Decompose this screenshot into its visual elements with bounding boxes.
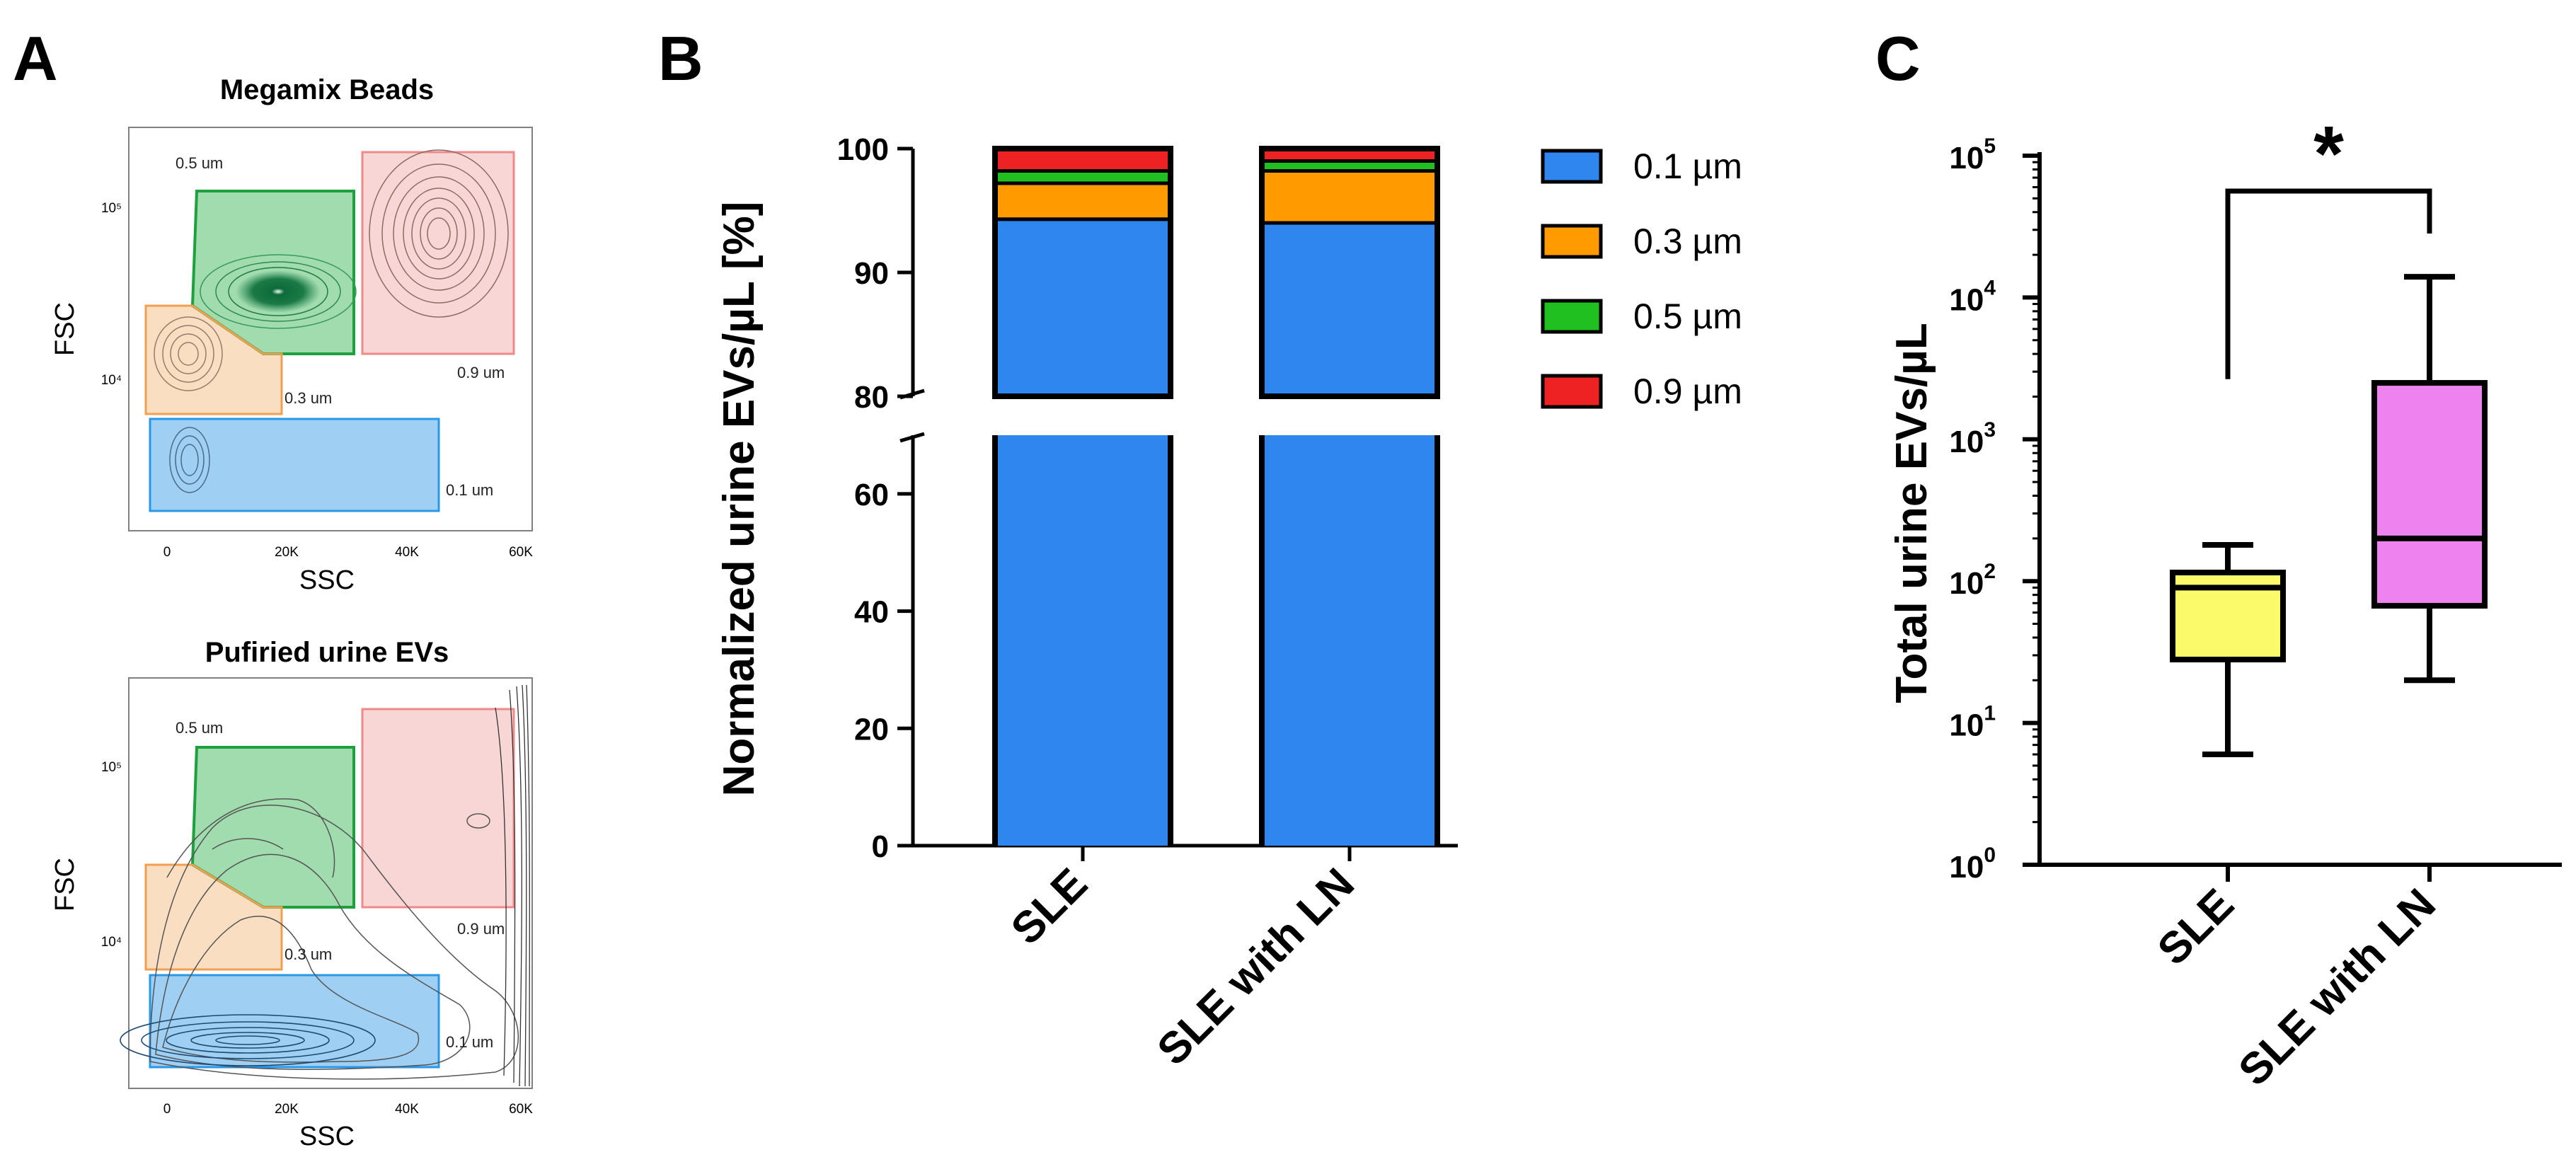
gate-label-0-5um: 0.5 um bbox=[176, 719, 223, 737]
x-tick-label: SLE bbox=[1002, 859, 1097, 954]
legend-label: 0.5 µm bbox=[1633, 297, 1742, 336]
x-tick: 40K bbox=[395, 1102, 419, 1117]
panel-b-label: B bbox=[658, 23, 703, 93]
x-tick: 20K bbox=[275, 545, 299, 560]
y-tick-label: 100 bbox=[1949, 844, 1996, 885]
gate-0-1um bbox=[149, 974, 440, 1069]
y-tick-label: 20 bbox=[854, 712, 889, 747]
bar-segment bbox=[993, 181, 1173, 221]
panel-c-label: C bbox=[1875, 23, 1921, 93]
legend-swatch bbox=[1541, 149, 1603, 184]
x-tick-label: SLE bbox=[2149, 880, 2243, 974]
y-axis-label: Total urine EVs/µL bbox=[1887, 323, 1936, 703]
bar-outline-lower bbox=[1259, 435, 1440, 846]
legend-swatch bbox=[1541, 299, 1603, 334]
legend-label: 0.3 µm bbox=[1633, 221, 1742, 261]
axis-break-mark bbox=[899, 389, 925, 400]
panel-a-label: A bbox=[13, 23, 58, 93]
x-axis: 0 20K 40K 60K SSC bbox=[163, 545, 534, 595]
gate-label-0-9um: 0.9 um bbox=[457, 364, 505, 381]
y-axis-label: FSC bbox=[50, 858, 80, 911]
y-tick-label: 0 bbox=[872, 829, 889, 864]
y-axis: 10⁵ 10⁴ FSC bbox=[50, 201, 122, 388]
y-tick: 10⁴ bbox=[101, 373, 122, 388]
x-tick: 0 bbox=[163, 545, 171, 560]
y-tick-label: 90 bbox=[854, 256, 889, 291]
plot-title: Megamix Beads bbox=[220, 74, 434, 105]
density-core-green bbox=[236, 270, 321, 313]
axis-break-mark bbox=[899, 432, 925, 443]
y-tick-label: 101 bbox=[1949, 702, 1996, 743]
gate-label-0-5um: 0.5 um bbox=[176, 154, 223, 172]
contours-ev bbox=[149, 798, 519, 1080]
contours-pink bbox=[369, 149, 509, 318]
box bbox=[2371, 380, 2488, 609]
y-axis-label: FSC bbox=[50, 302, 80, 356]
bar-segment bbox=[993, 146, 1173, 173]
y-tick-label: 103 bbox=[1949, 418, 1996, 459]
x-tick-label: SLE with LN bbox=[2229, 880, 2445, 1095]
gate-label-0-9um: 0.9 um bbox=[457, 920, 505, 938]
x-tick: 20K bbox=[275, 1102, 299, 1117]
y-tick: 10⁵ bbox=[101, 760, 122, 775]
y-axis-label: Normalized urine EVs/µL [%] bbox=[715, 202, 764, 797]
significance-star: * bbox=[2313, 110, 2344, 197]
panel-b: B 0 20 40 60 80 90 100 Normalized urine EVs/µL … bbox=[658, 23, 1742, 1075]
y-tick: 10⁵ bbox=[101, 201, 122, 216]
legend-swatch bbox=[1541, 374, 1603, 409]
gate-label-0-3um: 0.3 um bbox=[284, 945, 332, 963]
gate-0-1um bbox=[149, 418, 440, 512]
legend-label: 0.1 µm bbox=[1633, 146, 1742, 186]
contours-ev-core bbox=[120, 1014, 376, 1066]
bar-outline-upper bbox=[992, 146, 1173, 399]
contours-edge bbox=[495, 684, 530, 1087]
y-tick-label: 102 bbox=[1949, 560, 1996, 601]
x-tick: 40K bbox=[395, 545, 419, 560]
bar-segment bbox=[1260, 169, 1439, 225]
plot-title: Pufiried urine EVs bbox=[205, 637, 449, 668]
x-tick: 60K bbox=[509, 545, 533, 560]
y-axis: 10⁵ 10⁴ FSC bbox=[50, 760, 122, 950]
y-tick-label: 105 bbox=[1949, 134, 1996, 175]
axis-break-gap bbox=[920, 399, 1458, 432]
flow-plot-urine-evs: Pufiried urine EVs bbox=[50, 637, 533, 1151]
bar-outline-lower bbox=[992, 435, 1173, 846]
bar-segment bbox=[993, 169, 1173, 185]
legend-swatch bbox=[1541, 224, 1603, 259]
x-tick-label: SLE with LN bbox=[1148, 859, 1364, 1075]
gate-label-0-1um: 0.1 um bbox=[446, 481, 493, 499]
y-tick-label: 60 bbox=[854, 478, 889, 512]
bar-segment bbox=[995, 435, 1171, 846]
y-tick-label: 104 bbox=[1949, 276, 1996, 317]
panel-a: A Megamix Beads bbox=[13, 23, 533, 1151]
gate-0-3um bbox=[144, 863, 283, 971]
bar-segment bbox=[1262, 435, 1437, 846]
gate-label-0-1um: 0.1 um bbox=[446, 1033, 493, 1051]
gate-0-9um bbox=[361, 708, 515, 909]
contours-blue bbox=[169, 427, 210, 493]
bar-outline-upper bbox=[1259, 146, 1440, 399]
contours-orange bbox=[154, 316, 223, 391]
contours-green bbox=[200, 254, 357, 329]
bar-segment bbox=[993, 217, 1173, 398]
gate-label-0-3um: 0.3 um bbox=[284, 389, 332, 407]
x-axis-label: SSC bbox=[299, 565, 355, 595]
panel-c: C 100 101 102 103 104 105 Total urine EVs/µL SL… bbox=[1875, 23, 2562, 1095]
x-tick: 60K bbox=[509, 1102, 533, 1117]
y-tick-label: 100 bbox=[837, 132, 889, 167]
x-axis-label: SSC bbox=[299, 1122, 355, 1151]
bar-segment bbox=[1260, 221, 1439, 398]
significance-bracket bbox=[2225, 188, 2432, 379]
flow-plot-megamix: Megamix Beads bbox=[50, 74, 533, 595]
gate-0-5um bbox=[190, 746, 355, 909]
gate-0-9um bbox=[361, 151, 515, 355]
x-axis: 0 20K 40K 60K SSC bbox=[163, 1102, 534, 1151]
y-tick-label: 80 bbox=[854, 380, 889, 415]
legend-label: 0.9 µm bbox=[1633, 372, 1742, 411]
y-tick: 10⁴ bbox=[101, 935, 122, 950]
x-tick: 0 bbox=[163, 1102, 171, 1117]
y-tick-label: 40 bbox=[854, 595, 889, 630]
